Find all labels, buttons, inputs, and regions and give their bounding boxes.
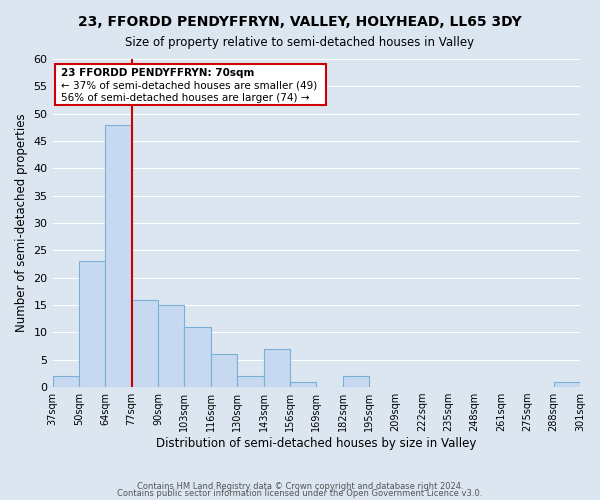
Text: 56% of semi-detached houses are larger (74) →: 56% of semi-detached houses are larger (… <box>61 93 310 103</box>
X-axis label: Distribution of semi-detached houses by size in Valley: Distribution of semi-detached houses by … <box>156 437 476 450</box>
Bar <box>263 349 290 387</box>
Text: Contains HM Land Registry data © Crown copyright and database right 2024.: Contains HM Land Registry data © Crown c… <box>137 482 463 491</box>
Text: ← 37% of semi-detached houses are smaller (49): ← 37% of semi-detached houses are smalle… <box>61 80 317 90</box>
Bar <box>290 382 316 387</box>
Text: Size of property relative to semi-detached houses in Valley: Size of property relative to semi-detach… <box>125 36 475 49</box>
FancyBboxPatch shape <box>55 64 326 106</box>
Bar <box>237 376 263 387</box>
Y-axis label: Number of semi-detached properties: Number of semi-detached properties <box>15 114 28 332</box>
Bar <box>184 327 211 387</box>
Bar <box>211 354 237 387</box>
Bar <box>79 262 105 387</box>
Bar <box>158 305 184 387</box>
Bar <box>554 382 580 387</box>
Text: 23 FFORDD PENDYFFRYN: 70sqm: 23 FFORDD PENDYFFRYN: 70sqm <box>61 68 254 78</box>
Bar <box>53 376 79 387</box>
Bar <box>105 124 131 387</box>
Text: Contains public sector information licensed under the Open Government Licence v3: Contains public sector information licen… <box>118 490 482 498</box>
Bar <box>131 300 158 387</box>
Bar <box>343 376 369 387</box>
Text: 23, FFORDD PENDYFFRYN, VALLEY, HOLYHEAD, LL65 3DY: 23, FFORDD PENDYFFRYN, VALLEY, HOLYHEAD,… <box>78 15 522 29</box>
